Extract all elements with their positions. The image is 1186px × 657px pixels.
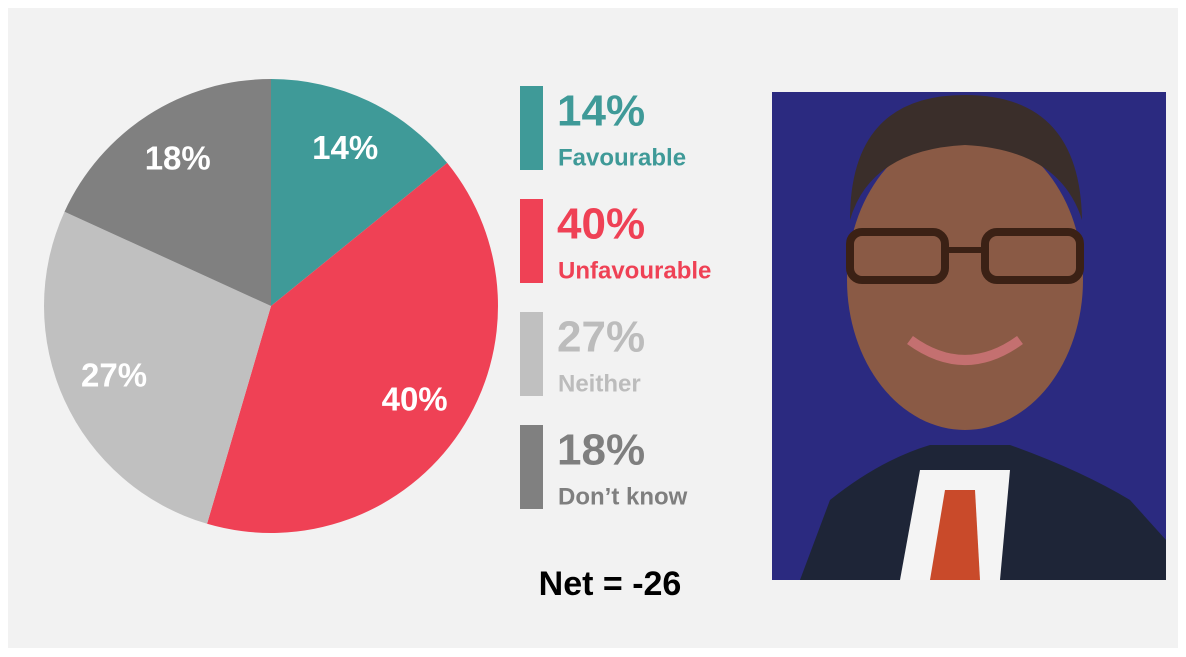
pie-slice: [207, 162, 499, 533]
slice-label: 27%: [81, 356, 147, 393]
legend-swatch: [520, 86, 543, 170]
legend-swatch: [520, 425, 543, 509]
legend-label: Don’t know: [558, 483, 688, 510]
legend-value: 27%: [557, 313, 645, 362]
legend-label: Unfavourable: [558, 257, 711, 284]
pie-slice: [44, 211, 272, 524]
legend-swatch: [520, 199, 543, 283]
net-annotation: Net = -26: [539, 565, 682, 603]
legend-value: 18%: [557, 426, 645, 475]
slice-label: 14%: [312, 129, 378, 166]
pie-slice: [271, 79, 448, 306]
legend-value: 14%: [557, 87, 645, 136]
legend-swatch: [520, 312, 543, 396]
photo: [772, 92, 1166, 580]
legend-label: Neither: [558, 370, 641, 397]
slice-label: 18%: [145, 140, 211, 177]
legend-label: Favourable: [558, 144, 686, 171]
slice-label: 40%: [382, 380, 448, 417]
legend-value: 40%: [557, 200, 645, 249]
pie-slice: [64, 79, 271, 306]
